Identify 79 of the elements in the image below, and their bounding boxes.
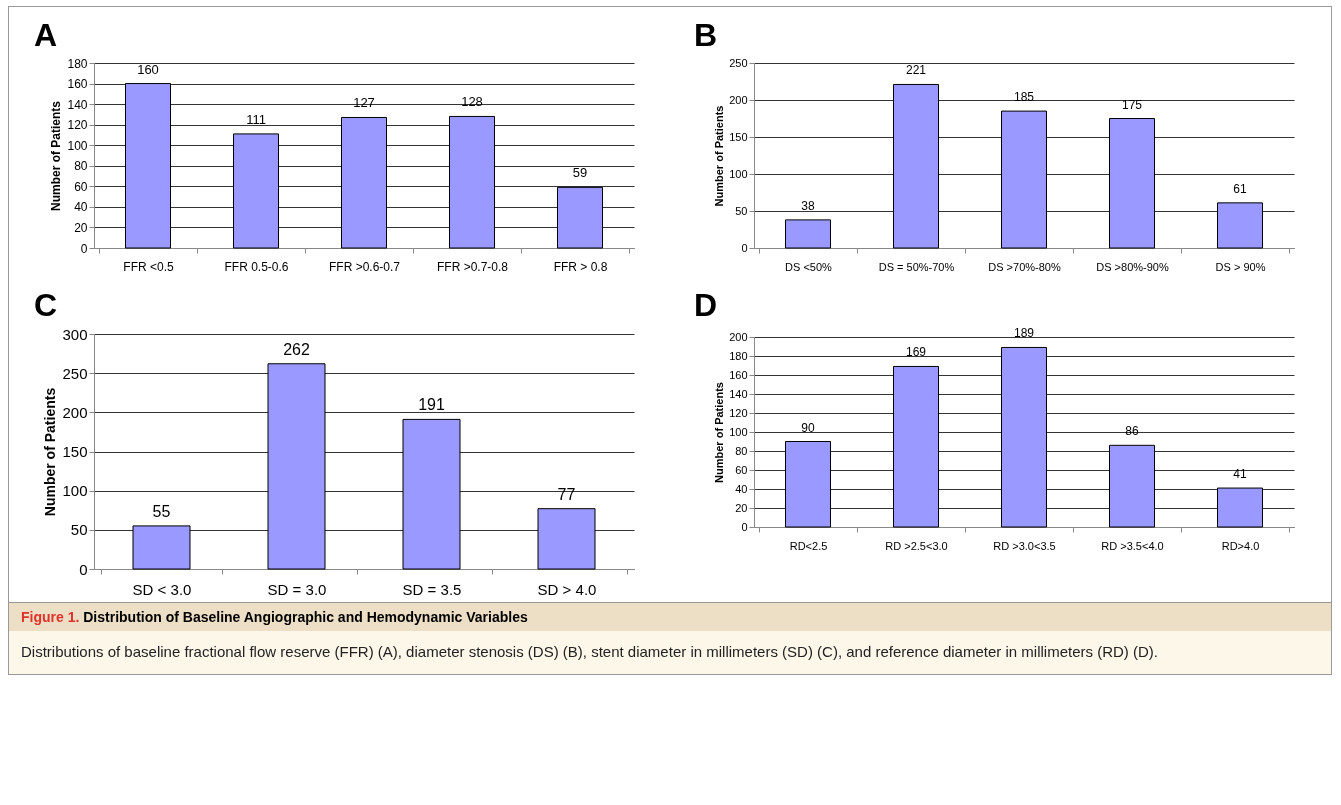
data-label: 169 bbox=[905, 345, 927, 360]
y-tick-label: 80 bbox=[74, 159, 88, 174]
x-tick-label: FFR <0.5 bbox=[123, 259, 174, 274]
y-tick-label: 200 bbox=[729, 93, 748, 106]
x-tick-label: RD >3.5<4.0 bbox=[1101, 539, 1164, 552]
data-label: 221 bbox=[905, 63, 927, 78]
text: Distributions of baseline fractional flow reserve (FFR) (A), diameter stenosis (DS) (B), stent diameter in millimeters (SD) (C), and reference diameter in millimeters (RD) (D). bbox=[20, 642, 1159, 662]
data-label: 189 bbox=[1013, 326, 1035, 341]
y-tick-label: 20 bbox=[735, 501, 748, 514]
x-tick-label: FFR >0.7-0.8 bbox=[436, 259, 509, 274]
y-tick-label: 40 bbox=[735, 482, 748, 495]
y-tick-label: 180 bbox=[729, 349, 748, 362]
x-tick-label: FFR 0.5-0.6 bbox=[224, 259, 289, 274]
y-axis-title: Number of Patients bbox=[713, 382, 726, 483]
x-tick-label: FFR > 0.8 bbox=[553, 259, 608, 274]
y-tick-label: 50 bbox=[735, 204, 748, 217]
y-tick-label: 120 bbox=[729, 406, 748, 419]
y-tick-label: 40 bbox=[74, 200, 88, 215]
y-tick-label: 250 bbox=[62, 364, 88, 382]
x-tick-label: RD>4.0 bbox=[1221, 539, 1260, 552]
data-label: 55 bbox=[152, 502, 171, 520]
data-label: 191 bbox=[418, 396, 445, 414]
data-label: 175 bbox=[1121, 97, 1143, 112]
y-axis-title: Number of Patients bbox=[49, 100, 64, 212]
x-tick-label: DS <50% bbox=[785, 260, 833, 273]
y-tick-label: 140 bbox=[729, 387, 748, 400]
data-label: 262 bbox=[283, 340, 310, 358]
chart-title: B bbox=[694, 17, 718, 53]
y-tick-label: 300 bbox=[62, 325, 88, 343]
chart-title: A bbox=[34, 17, 58, 53]
chart-title: D bbox=[694, 287, 718, 324]
y-tick-label: 100 bbox=[729, 167, 748, 180]
x-tick-label: SD < 3.0 bbox=[132, 580, 192, 598]
y-tick-label: 20 bbox=[74, 220, 88, 235]
x-tick-label: RD >2.5<3.0 bbox=[885, 539, 948, 552]
y-tick-label: 160 bbox=[67, 77, 88, 92]
y-tick-label: 180 bbox=[67, 56, 88, 71]
y-tick-label: 140 bbox=[67, 97, 88, 112]
y-tick-label: 120 bbox=[67, 118, 88, 133]
y-tick-label: 160 bbox=[729, 368, 748, 381]
x-tick-label: DS >70%-80% bbox=[988, 260, 1061, 273]
y-tick-label: 0 bbox=[741, 241, 748, 254]
x-tick-label: SD = 3.5 bbox=[402, 580, 462, 598]
y-tick-label: 80 bbox=[735, 444, 748, 457]
data-label: 61 bbox=[1233, 181, 1247, 196]
y-tick-label: 100 bbox=[729, 425, 748, 438]
y-tick-label: 150 bbox=[729, 130, 748, 143]
data-label: 111 bbox=[246, 111, 266, 127]
y-tick-label: 100 bbox=[62, 482, 88, 500]
y-tick-label: 50 bbox=[70, 521, 88, 539]
y-tick-label: 250 bbox=[729, 56, 748, 69]
data-label: 90 bbox=[801, 420, 815, 435]
data-label: 59 bbox=[572, 165, 588, 181]
bar bbox=[785, 219, 831, 249]
data-label: 160 bbox=[137, 61, 159, 77]
x-tick-label: DS >80%-90% bbox=[1096, 260, 1169, 273]
chart-title: C bbox=[34, 287, 58, 323]
x-tick-label: RD >3.0<3.5 bbox=[993, 539, 1056, 552]
y-axis-title: Number of Patients bbox=[42, 387, 59, 517]
x-tick-label: SD = 3.0 bbox=[267, 580, 327, 598]
y-tick-label: 200 bbox=[729, 330, 748, 343]
x-tick-label: SD > 4.0 bbox=[537, 580, 597, 598]
y-tick-label: 60 bbox=[735, 463, 748, 476]
caption: Figure 1. bbox=[21, 609, 80, 625]
data-label: 38 bbox=[801, 198, 815, 213]
y-tick-label: 60 bbox=[74, 179, 88, 194]
y-tick-label: 150 bbox=[62, 443, 88, 460]
text: Distribution of Baseline Angiographic and Hemodynamic Variables bbox=[83, 609, 528, 625]
y-tick-label: 0 bbox=[80, 241, 88, 256]
x-tick-label: DS = 50%-70% bbox=[878, 260, 955, 273]
x-tick-label: FFR >0.6-0.7 bbox=[328, 259, 401, 274]
y-tick-label: 100 bbox=[67, 138, 88, 153]
y-axis-title: Number of Patients bbox=[713, 105, 726, 207]
y-tick-label: 0 bbox=[741, 520, 748, 533]
y-tick-label: 0 bbox=[79, 560, 88, 578]
x-tick-label: RD<2.5 bbox=[789, 539, 828, 552]
data-label: 41 bbox=[1233, 467, 1247, 482]
y-tick-label: 200 bbox=[62, 403, 88, 421]
x-tick-label: DS > 90% bbox=[1215, 260, 1266, 273]
